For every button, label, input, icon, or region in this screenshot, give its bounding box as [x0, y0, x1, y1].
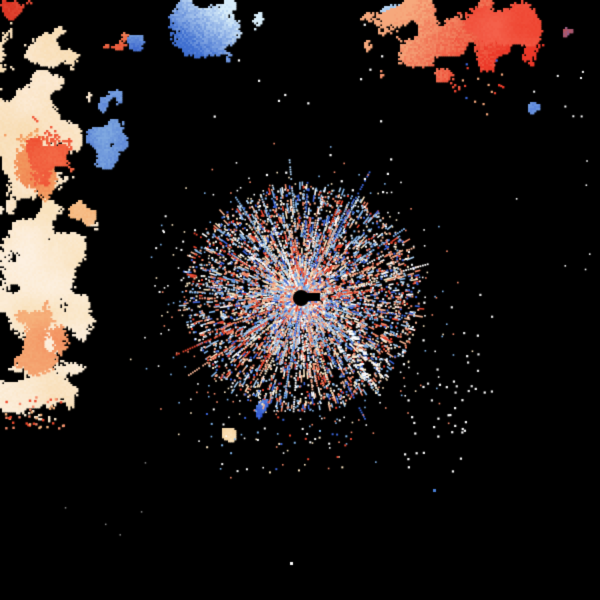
velocity-field-canvas	[0, 0, 600, 600]
radar-velocity-display	[0, 0, 600, 600]
